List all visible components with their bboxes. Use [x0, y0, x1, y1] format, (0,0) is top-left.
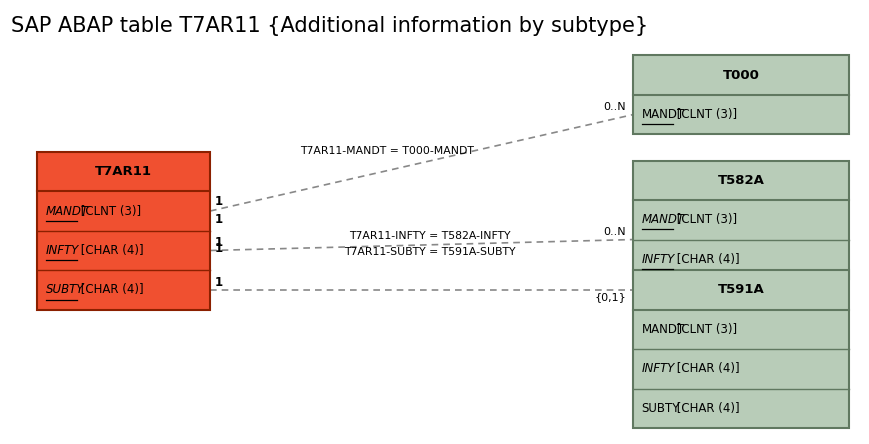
Text: SUBTY: SUBTY — [46, 283, 84, 297]
Text: [CLNT (3)]: [CLNT (3)] — [673, 213, 737, 226]
Text: T7AR11-SUBTY = T591A-SUBTY: T7AR11-SUBTY = T591A-SUBTY — [344, 247, 516, 257]
Text: 0..N: 0..N — [604, 102, 627, 112]
Text: 1: 1 — [215, 194, 222, 207]
FancyBboxPatch shape — [634, 270, 849, 428]
Text: [CLNT (3)]: [CLNT (3)] — [77, 205, 141, 218]
Text: T582A: T582A — [718, 174, 765, 187]
FancyBboxPatch shape — [634, 161, 849, 279]
Text: [CLNT (3)]: [CLNT (3)] — [673, 323, 737, 336]
FancyBboxPatch shape — [37, 152, 210, 309]
Text: 0..N: 0..N — [604, 227, 627, 237]
Text: {0,1}: {0,1} — [594, 292, 627, 302]
Text: MANDT: MANDT — [641, 213, 685, 226]
Text: T7AR11-INFTY = T582A-INFTY: T7AR11-INFTY = T582A-INFTY — [349, 230, 511, 241]
Text: T7AR11: T7AR11 — [96, 165, 152, 178]
Text: T591A: T591A — [718, 283, 765, 297]
Text: INFTY: INFTY — [641, 362, 675, 375]
Text: [CHAR (4)]: [CHAR (4)] — [77, 244, 143, 257]
Text: T7AR11-MANDT = T000-MANDT: T7AR11-MANDT = T000-MANDT — [300, 146, 474, 156]
Text: 1: 1 — [215, 276, 222, 289]
Text: INFTY: INFTY — [46, 244, 79, 257]
Text: [CHAR (4)]: [CHAR (4)] — [673, 362, 740, 375]
Text: [CLNT (3)]: [CLNT (3)] — [673, 108, 737, 121]
Text: INFTY: INFTY — [641, 253, 675, 266]
Text: SAP ABAP table T7AR11 {Additional information by subtype}: SAP ABAP table T7AR11 {Additional inform… — [11, 16, 648, 36]
Text: MANDT: MANDT — [46, 205, 89, 218]
FancyBboxPatch shape — [634, 56, 849, 135]
Text: MANDT: MANDT — [641, 108, 685, 121]
Text: 1: 1 — [215, 242, 222, 255]
Text: 1: 1 — [215, 236, 222, 249]
Text: [CHAR (4)]: [CHAR (4)] — [673, 253, 740, 266]
Text: [CHAR (4)]: [CHAR (4)] — [77, 283, 143, 297]
Text: [CHAR (4)]: [CHAR (4)] — [673, 402, 740, 415]
Text: SUBTY: SUBTY — [641, 402, 680, 415]
Text: MANDT: MANDT — [641, 323, 685, 336]
Text: T000: T000 — [723, 69, 760, 82]
Text: 1: 1 — [215, 213, 222, 226]
